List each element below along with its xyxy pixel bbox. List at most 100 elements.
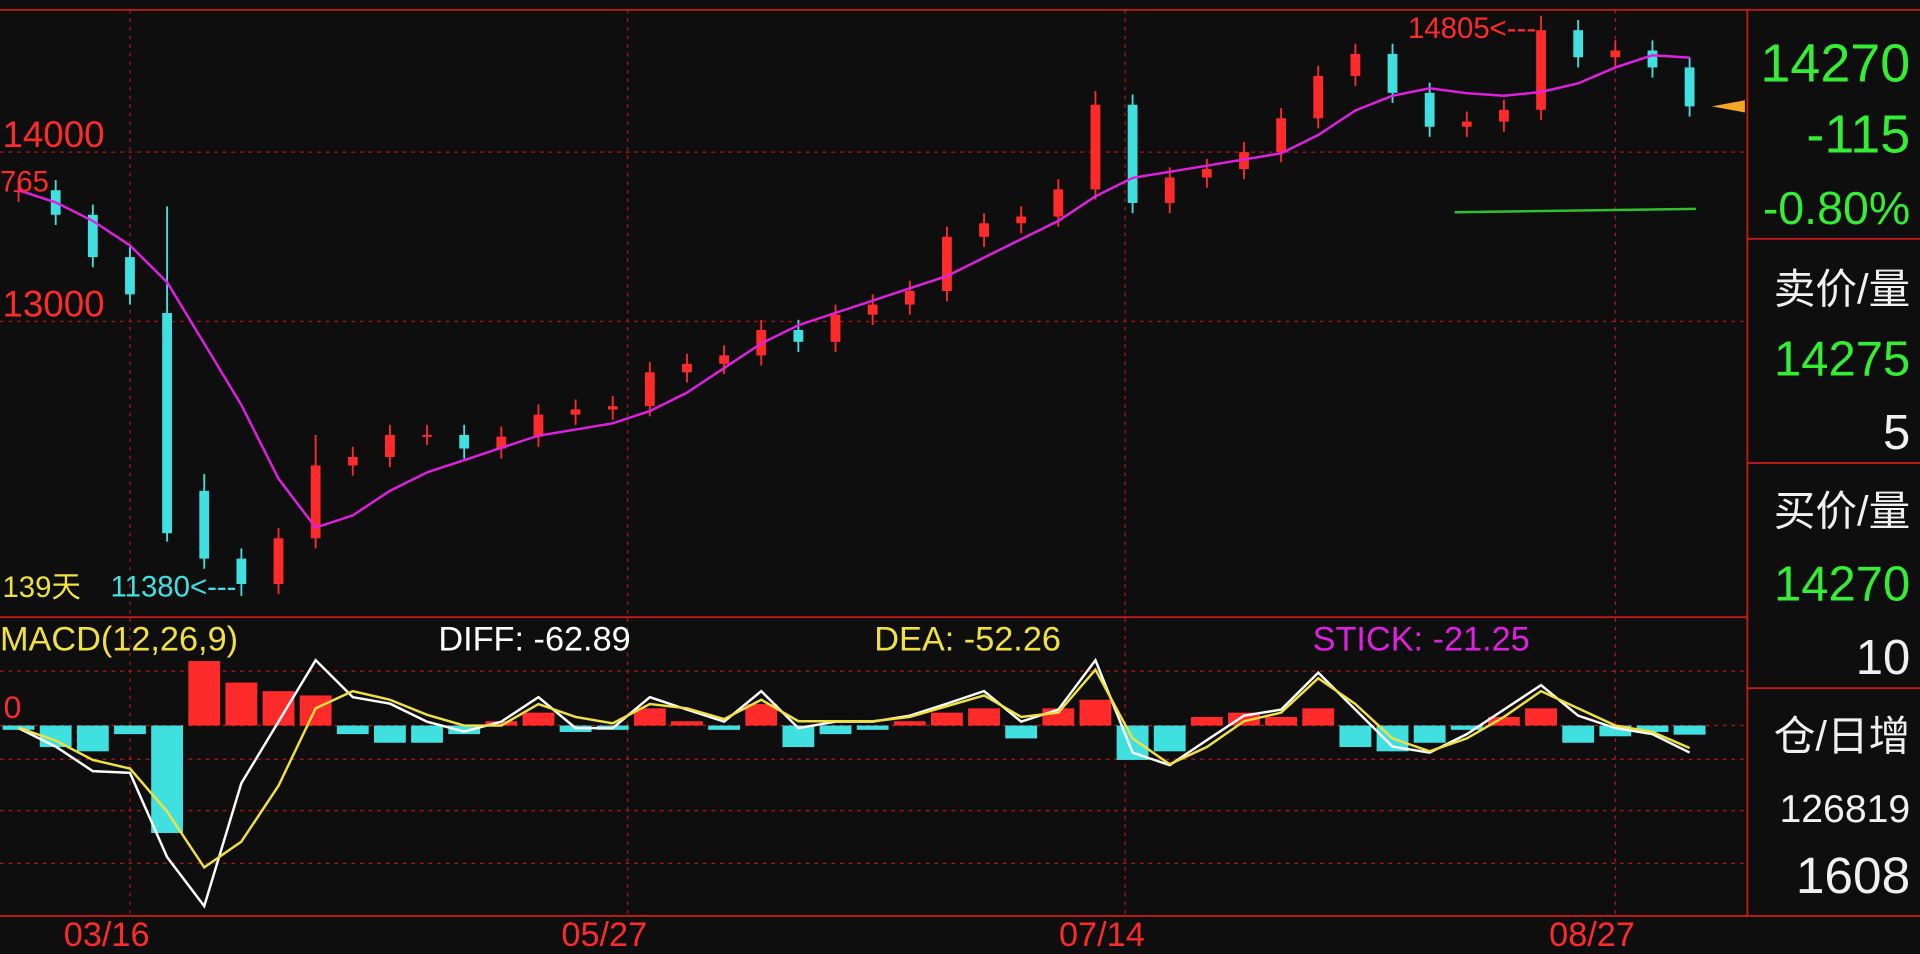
stick-bar <box>1190 716 1223 726</box>
candle-body <box>793 329 804 342</box>
stick-bar <box>930 712 963 726</box>
stick-bar <box>522 712 555 726</box>
candle-body <box>125 257 135 295</box>
oi-label: 仓/日增 <box>1774 713 1910 760</box>
macd-line <box>18 667 1691 870</box>
candle-body <box>533 414 544 437</box>
candle-body <box>1201 169 1212 178</box>
change: -115 <box>1806 105 1910 165</box>
x-tick-label: 05/27 <box>561 916 647 954</box>
stick-bar <box>225 682 258 726</box>
candle-body <box>1276 118 1287 153</box>
candle-body <box>422 434 432 437</box>
candle-body <box>1016 216 1027 224</box>
candle-body <box>1090 104 1101 190</box>
bid-price: 14270 <box>1774 558 1910 612</box>
candle-body <box>1647 50 1658 68</box>
candle-body <box>719 355 730 364</box>
candle-body <box>1164 177 1175 203</box>
x-tick-label: 03/16 <box>64 916 150 954</box>
legend-entry: STICK: -21.25 <box>1313 621 1530 659</box>
stick-bar <box>336 725 369 735</box>
candle-body <box>830 314 841 342</box>
stick-bar <box>151 725 184 834</box>
candle-body <box>1499 109 1509 122</box>
stick-bar <box>1450 725 1483 730</box>
period-label: 139天 <box>2 571 80 604</box>
candle-body <box>496 436 507 449</box>
bid-label: 买价/量 <box>1774 487 1910 534</box>
legend-entry: DIFF: -62.89 <box>438 621 630 659</box>
stick-bar <box>1413 725 1446 743</box>
candle-body <box>1313 75 1324 119</box>
y-tick-label: 13000 <box>2 284 104 325</box>
candle-body <box>1053 189 1064 217</box>
x-tick-label: 07/14 <box>1059 916 1145 954</box>
candle-body <box>644 372 655 407</box>
stick-bar <box>1488 716 1520 726</box>
bid-volume: 10 <box>1856 631 1910 685</box>
candle-body <box>570 409 581 415</box>
candle-body <box>1350 53 1361 76</box>
stick-bar <box>671 721 703 726</box>
candle-body <box>273 538 284 585</box>
moving-average <box>18 54 1690 530</box>
candle-body <box>162 313 173 534</box>
frame <box>0 8 1920 917</box>
candle-body <box>1573 30 1584 58</box>
candle-body <box>979 223 989 237</box>
candle-body <box>87 214 98 258</box>
stick-bar <box>1005 725 1038 739</box>
change-percent: -0.80% <box>1763 182 1910 234</box>
candle-body <box>347 456 358 466</box>
candle-body <box>1461 121 1472 127</box>
stick-bar <box>968 708 1000 726</box>
stick-bar <box>745 704 778 726</box>
candle-body <box>607 406 618 410</box>
high-label: 14805<--- <box>1408 12 1536 45</box>
stick-bar <box>633 708 666 726</box>
stick-bar <box>1525 708 1557 726</box>
y-tick-label: 0 <box>4 689 22 725</box>
stick-bar <box>1562 725 1595 743</box>
stick-bar <box>1599 725 1632 737</box>
candle-body <box>236 558 247 585</box>
stick-bar <box>114 725 146 735</box>
oi-change: 1608 <box>1796 846 1910 904</box>
candle-body <box>1424 92 1435 127</box>
stick-bar <box>485 721 518 726</box>
stick-bar <box>76 725 109 752</box>
stick-bar <box>1153 725 1186 752</box>
candle-body <box>1127 104 1138 203</box>
candle-body <box>310 465 321 539</box>
candle-body <box>1387 53 1398 93</box>
legend-entry: DEA: -52.26 <box>874 621 1061 659</box>
ask-volume: 5 <box>1883 406 1910 460</box>
candle-body <box>1536 30 1546 110</box>
ask-label: 卖价/量 <box>1774 266 1910 313</box>
ask-price: 14275 <box>1774 332 1910 386</box>
stick-bar <box>856 725 889 730</box>
stick-bar <box>1079 699 1112 726</box>
candle-body <box>904 291 915 305</box>
x-tick-label: 08/27 <box>1549 916 1635 954</box>
stick-bar <box>448 725 481 735</box>
start-label: 765 <box>0 166 49 199</box>
stick-bar <box>1302 708 1335 726</box>
open-interest: 126819 <box>1779 788 1910 831</box>
reference-line <box>1454 207 1696 214</box>
price-pointer <box>1711 100 1745 113</box>
stick-bar <box>1636 725 1669 732</box>
candle-body <box>1684 67 1695 107</box>
last-price: 14270 <box>1760 34 1910 94</box>
candle-body <box>199 490 210 559</box>
candle-body <box>682 363 692 373</box>
stick-bar <box>411 725 443 743</box>
candle-body <box>942 236 952 292</box>
candle-body <box>1610 50 1621 58</box>
stick-bar <box>819 725 852 735</box>
stick-bar <box>188 661 221 726</box>
stick-bar <box>893 721 926 726</box>
